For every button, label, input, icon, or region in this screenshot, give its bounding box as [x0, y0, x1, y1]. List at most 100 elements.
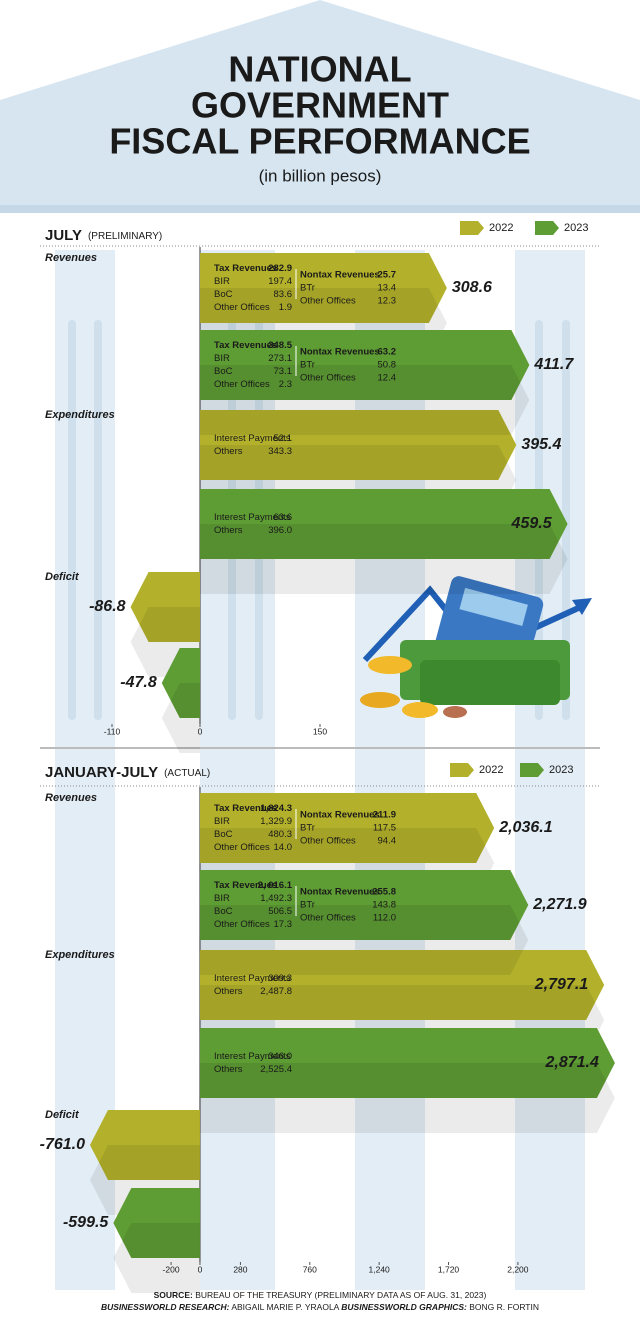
section-name: JULY [45, 227, 82, 244]
bar-shade [161, 683, 200, 753]
breakdown-label: Interest Payments [214, 1051, 291, 1062]
bar-shade [113, 1223, 200, 1293]
breakdown-value: 52.1 [274, 433, 293, 444]
breakdown-label: BIR [214, 816, 230, 827]
breakdown-value: 197.4 [268, 276, 292, 287]
breakdown-value: 25.7 [378, 270, 397, 281]
breakdown-value: 348.5 [268, 340, 292, 351]
x-tick-label: 1,720 [438, 1264, 460, 1274]
breakdown-value: 12.4 [378, 373, 397, 384]
illustration [360, 576, 592, 718]
breakdown-value: 2, 016.1 [258, 880, 293, 891]
breakdown-value: 506.5 [268, 906, 292, 917]
credit-name: BONG R. FORTIN [469, 1302, 539, 1312]
x-tick-label: 760 [303, 1264, 317, 1274]
breakdown-label: Other Offices [214, 379, 270, 390]
breakdown-value: 2,487.8 [260, 986, 292, 997]
bar [113, 1188, 200, 1258]
value-label: -86.8 [89, 598, 126, 615]
credit-label: BUSINESSWORLD RESEARCH: [101, 1302, 230, 1312]
breakdown-label: Tax Revenues [214, 803, 277, 814]
breakdown-value: 73.1 [274, 366, 293, 377]
breakdown-label: BTr [300, 360, 315, 371]
bar-shade [200, 365, 530, 435]
value-label: 2,871.4 [545, 1054, 599, 1071]
breakdown-label: Nontax Revenues [300, 887, 380, 898]
breakdown-label: Interest Payments [214, 433, 291, 444]
breakdown-label: Interest Payments [214, 512, 291, 523]
breakdown-label: BIR [214, 276, 230, 287]
value-label: -47.8 [120, 674, 157, 691]
category-label: Deficit [45, 571, 80, 583]
breakdown-value: 112.0 [373, 913, 396, 924]
x-tick-label: 0 [198, 1264, 203, 1274]
breakdown-label: Others [214, 986, 243, 997]
x-tick-label: 1,240 [369, 1264, 391, 1274]
section-note: (PRELIMINARY) [88, 231, 162, 242]
title-line: GOVERNMENT [191, 85, 449, 126]
legend-label: 2023 [549, 764, 573, 776]
bar [199, 1028, 615, 1098]
x-tick-label: 150 [313, 726, 327, 736]
x-tick-label: 280 [233, 1264, 247, 1274]
bar-shade [199, 905, 529, 975]
bar [161, 648, 200, 718]
bar [199, 950, 605, 1020]
legend-swatch [535, 221, 559, 235]
breakdown-label: Nontax Revenues [300, 270, 380, 281]
value-label: 459.5 [511, 515, 553, 532]
breakdown-value: 63.2 [378, 347, 397, 358]
bar [200, 330, 530, 400]
breakdown-label: Interest Payments [214, 973, 291, 984]
breakdown-label: Others [214, 1064, 243, 1075]
source-label: SOURCE: [154, 1290, 193, 1300]
section-title: JANUARY-JULY (ACTUAL) [45, 764, 210, 781]
value-label: 2,036.1 [498, 819, 552, 836]
bar [89, 1110, 200, 1180]
breakdown-value: 13.4 [378, 283, 397, 294]
breakdown-value: 94.4 [378, 836, 397, 847]
breakdown-label: Other Offices [214, 919, 270, 930]
breakdown-value: 346.0 [268, 1051, 292, 1062]
value-label: 411.7 [533, 356, 574, 373]
subtitle: (in billion pesos) [259, 166, 382, 185]
breakdown-value: 1,329.9 [260, 816, 292, 827]
breakdown-value: 2,525.4 [260, 1064, 292, 1075]
credit-label: BUSINESSWORLD GRAPHICS: [341, 1302, 467, 1312]
bar [200, 410, 517, 480]
breakdown-value: 50.8 [378, 360, 397, 371]
bar-shade [199, 1063, 615, 1133]
source: SOURCE: BUREAU OF THE TREASURY (PRELIMIN… [154, 1290, 487, 1300]
value-label: 2,271.9 [532, 896, 586, 913]
breakdown-label: Other Offices [300, 373, 356, 384]
breakdown-value: 396.0 [268, 525, 292, 536]
breakdown-label: Other Offices [300, 836, 356, 847]
bar-shade [200, 524, 568, 594]
legend-label: 2023 [564, 222, 588, 234]
breakdown-value: 343.3 [268, 446, 292, 457]
breakdown-label: Tax Revenues [214, 340, 277, 351]
breakdown-value: 143.8 [372, 900, 396, 911]
category-label: Revenues [45, 252, 97, 264]
breakdown-value: 63.6 [274, 512, 293, 523]
x-tick-label: -200 [163, 1264, 180, 1274]
breakdown-value: 14.0 [274, 842, 293, 853]
breakdown-label: BoC [214, 829, 233, 840]
breakdown-value: 17.3 [274, 919, 293, 930]
breakdown-value: 1,824.3 [260, 803, 292, 814]
breakdown-value: 2.3 [279, 379, 292, 390]
breakdown-label: BoC [214, 906, 233, 917]
value-label: 395.4 [521, 436, 561, 453]
breakdown-value: 1,492.3 [260, 893, 292, 904]
breakdown-label: Tax Revenues [214, 263, 277, 274]
title-line: NATIONAL [228, 49, 411, 90]
breakdown-label: BTr [300, 823, 315, 834]
category-label: Expenditures [45, 949, 115, 961]
legend-label: 2022 [479, 764, 503, 776]
credits: BUSINESSWORLD RESEARCH: ABIGAIL MARIE P.… [101, 1302, 539, 1312]
section-name: JANUARY-JULY [45, 764, 158, 781]
source-text: BUREAU OF THE TREASURY (PRELIMINARY DATA… [195, 1290, 486, 1300]
breakdown-value: 1.9 [279, 302, 292, 313]
breakdown-value: 309.3 [268, 973, 292, 984]
breakdown-label: Others [214, 446, 243, 457]
